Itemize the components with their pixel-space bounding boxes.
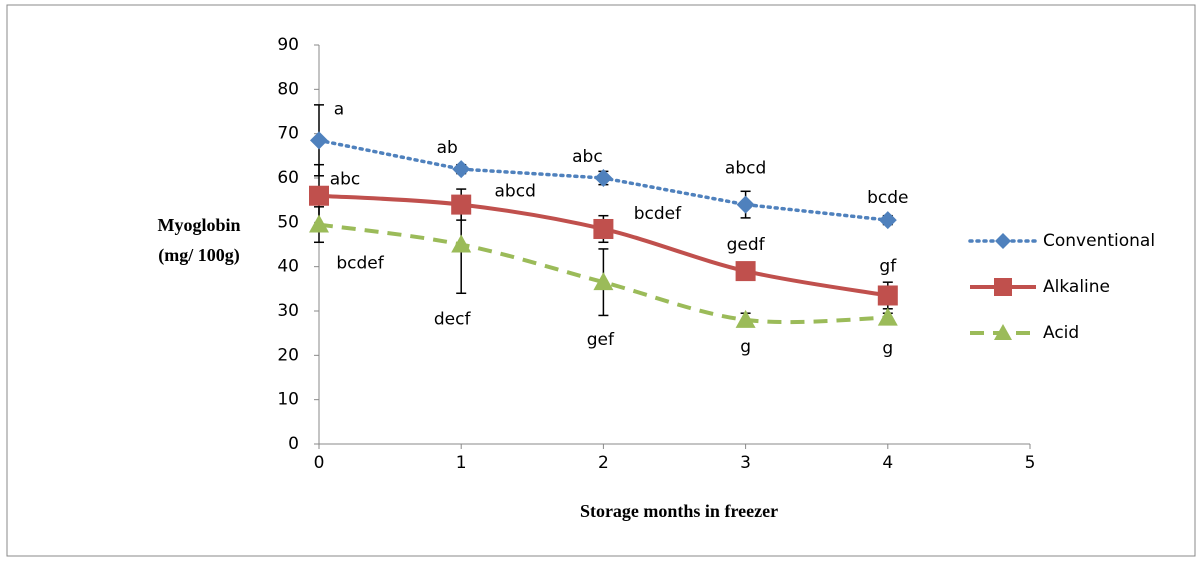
marker	[451, 194, 472, 215]
y-tick-label: 20	[277, 345, 299, 365]
annotation: decf	[434, 310, 472, 330]
y-tick-label: 40	[277, 257, 299, 277]
annotation: bcdef	[336, 254, 384, 274]
y-tick-label: 0	[288, 434, 299, 454]
annotation: bcde	[867, 188, 908, 208]
legend-marker	[994, 324, 1012, 340]
annotation: bcdef	[634, 204, 682, 224]
x-tick-label: 0	[314, 453, 325, 473]
y-tick-label: 50	[277, 212, 299, 232]
legend-label: Conventional	[1043, 231, 1155, 251]
annotation: ab	[437, 138, 458, 158]
annotation: gef	[587, 330, 615, 350]
marker	[310, 131, 328, 150]
marker	[451, 234, 472, 253]
x-tick-label: 2	[598, 453, 609, 473]
marker	[877, 285, 898, 306]
y-tick-label: 90	[277, 35, 299, 55]
legend-label: Acid	[1043, 323, 1079, 343]
annotation: abc	[330, 170, 361, 190]
annotation: abc	[572, 147, 603, 167]
y-axis-label: (mg/ 100g)	[158, 245, 239, 266]
legend-label: Alkaline	[1043, 277, 1110, 297]
annotation: g	[740, 337, 751, 357]
marker	[736, 195, 755, 214]
marker	[735, 309, 756, 328]
marker	[594, 169, 613, 187]
marker	[593, 272, 614, 291]
y-tick-label: 10	[277, 390, 299, 410]
marker	[878, 211, 897, 230]
y-tick-label: 30	[277, 301, 299, 321]
x-tick-label: 3	[740, 453, 751, 473]
x-tick-label: 4	[882, 453, 893, 473]
annotation: g	[882, 339, 893, 359]
marker	[309, 185, 329, 206]
y-tick-label: 80	[277, 79, 299, 99]
x-axis-label: Storage months in freezer	[580, 501, 778, 521]
annotation: gedf	[727, 235, 766, 255]
marker	[452, 160, 471, 179]
marker	[593, 218, 614, 239]
annotation: a	[334, 99, 344, 119]
marker	[877, 307, 898, 326]
annotation: abcd	[495, 182, 536, 202]
legend-marker	[994, 278, 1012, 296]
marker	[735, 261, 756, 282]
x-tick-label: 1	[456, 453, 467, 473]
marker	[309, 214, 329, 233]
y-tick-label: 60	[277, 168, 299, 188]
x-tick-label: 5	[1025, 453, 1036, 473]
y-axis-label: Myoglobin	[157, 215, 240, 235]
legend-marker	[995, 233, 1011, 249]
series-line	[318, 222, 888, 325]
annotation: gf	[879, 256, 897, 276]
annotation: abcd	[725, 159, 766, 179]
y-tick-label: 70	[277, 124, 299, 144]
